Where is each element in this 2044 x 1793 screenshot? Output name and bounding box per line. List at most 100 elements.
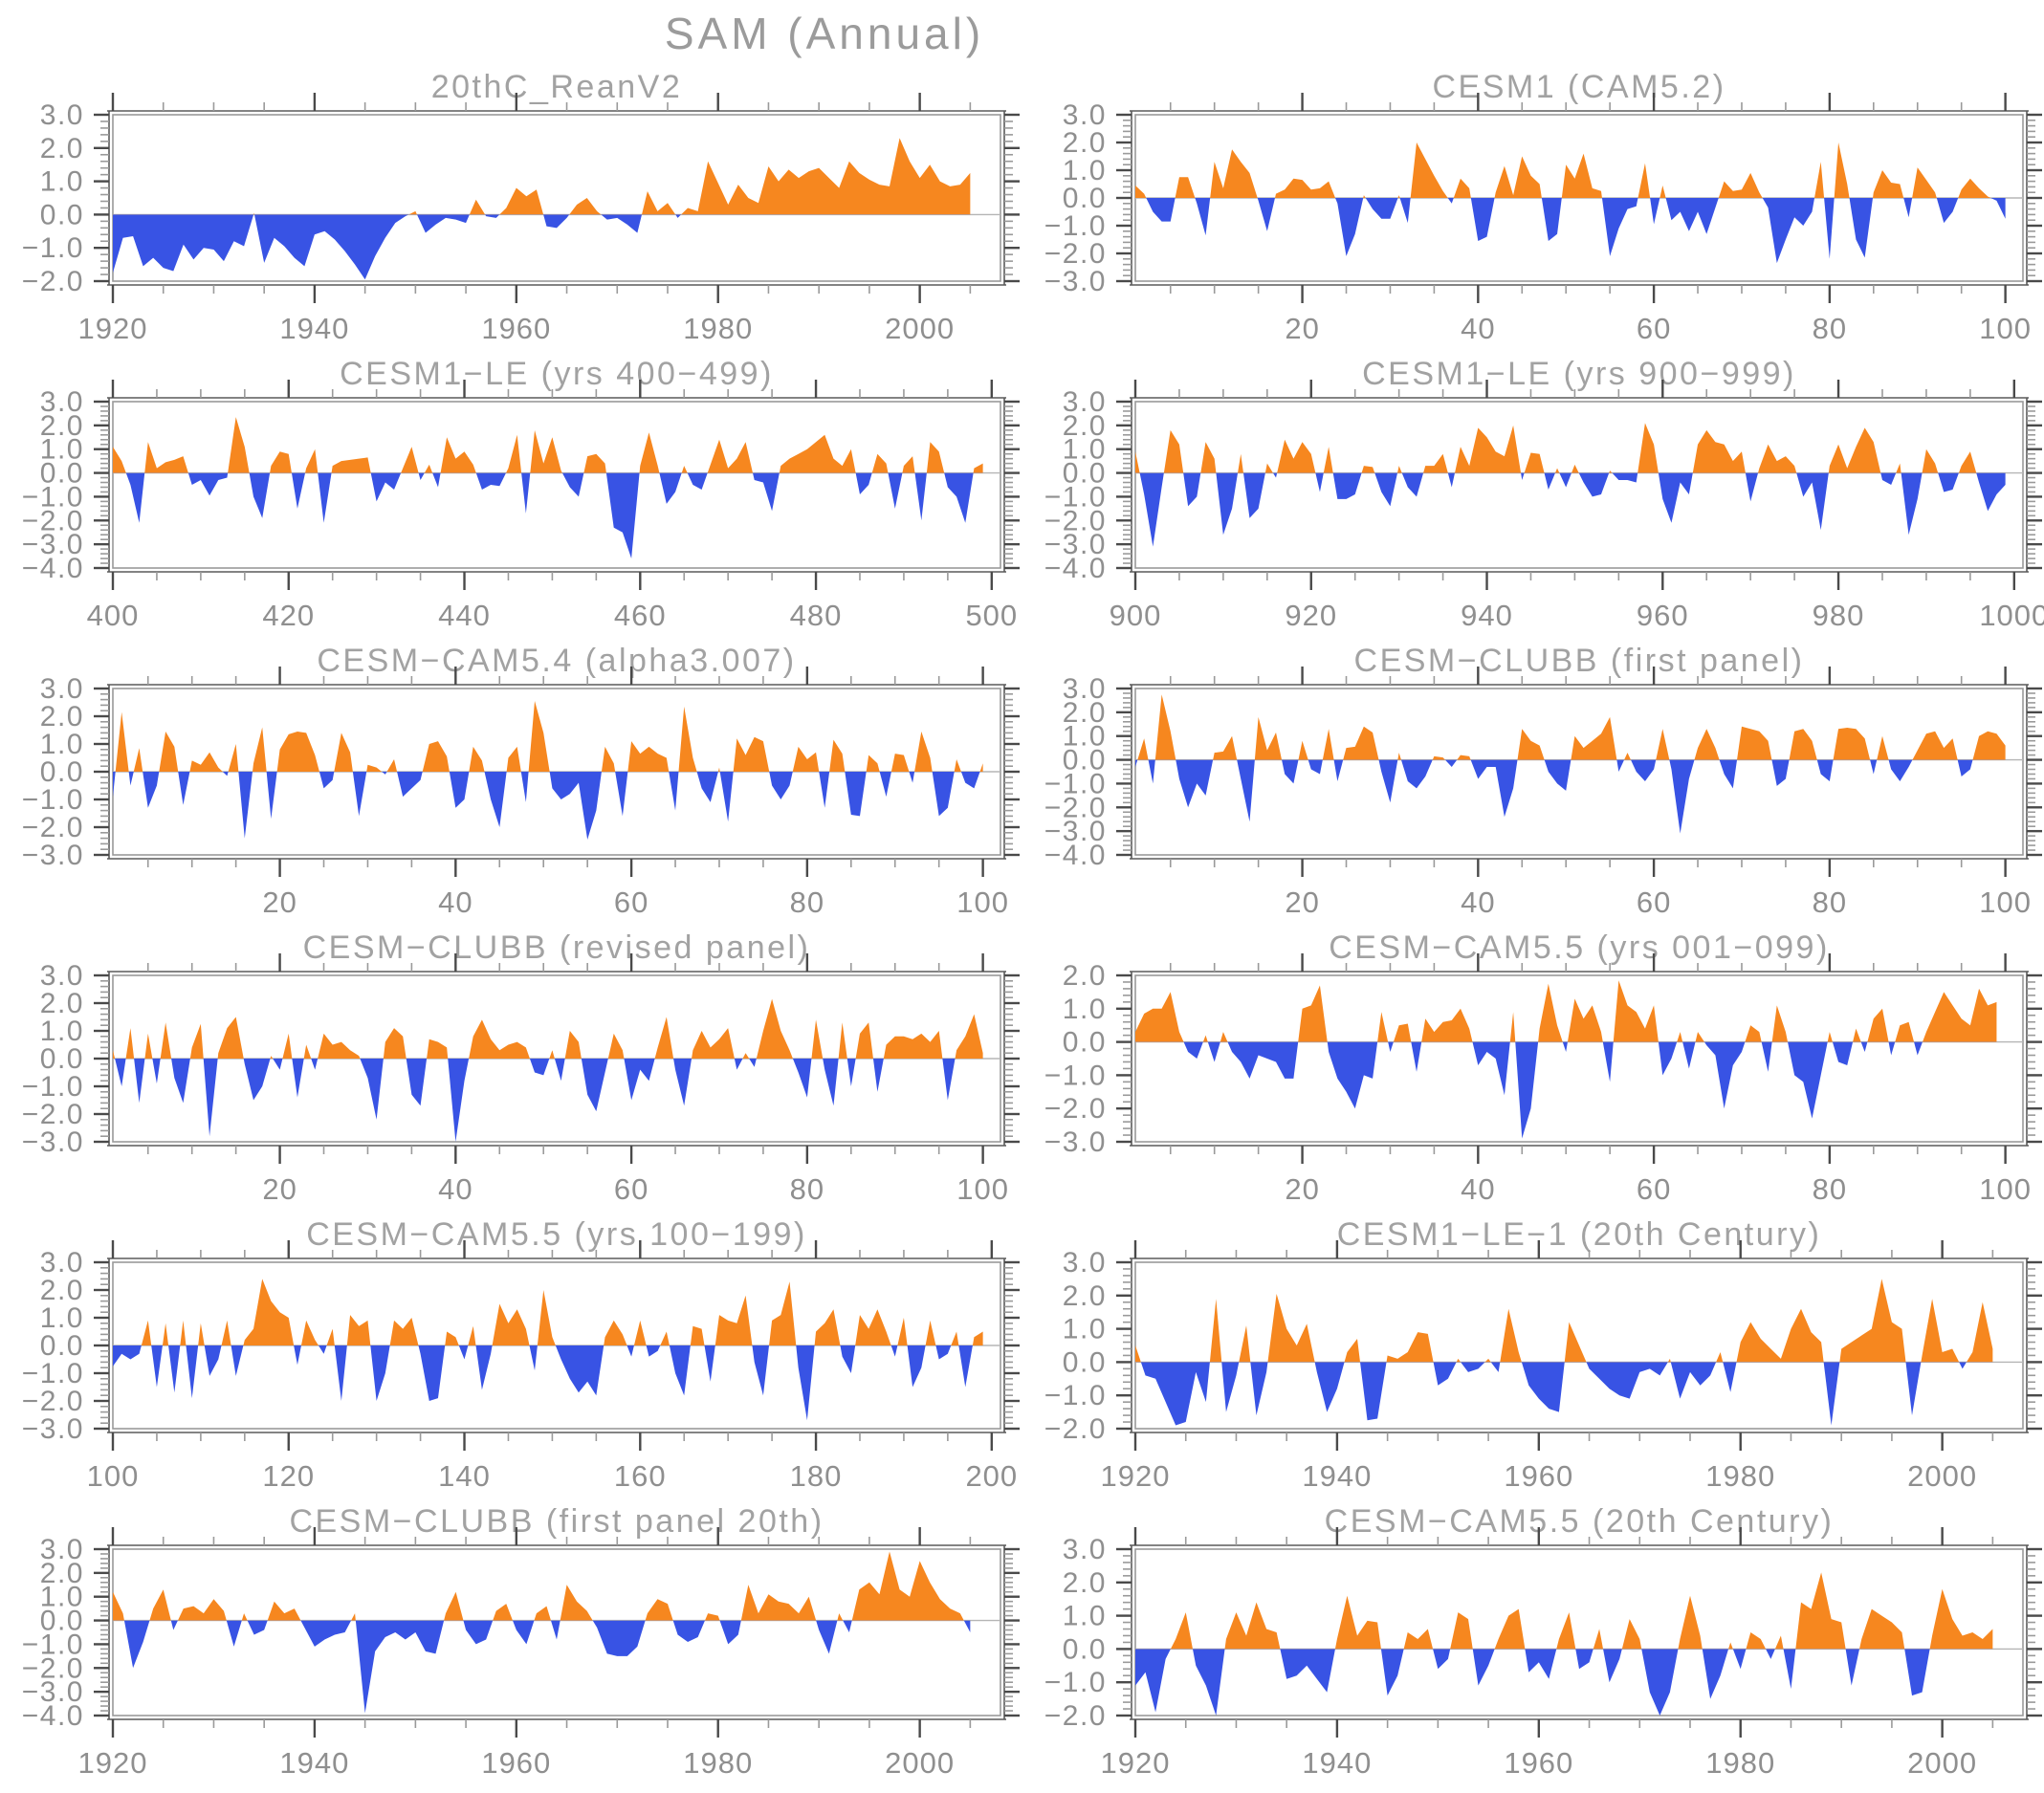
svg-text:1.0: 1.0 bbox=[1063, 155, 1107, 186]
svg-text:1980: 1980 bbox=[683, 312, 753, 345]
svg-text:−4.0: −4.0 bbox=[22, 553, 84, 584]
area-chart: CESM−CLUBB (first panel) 20 40 60 80 100 3.02.… bbox=[1044, 643, 2042, 919]
area-chart: CESM−CAM5.5 (yrs 001−099) 20 40 60 80 100 2.01… bbox=[1044, 929, 2042, 1206]
svg-text:60: 60 bbox=[1637, 312, 1671, 345]
svg-text:120: 120 bbox=[262, 1459, 315, 1493]
svg-text:100: 100 bbox=[1979, 886, 2032, 919]
svg-text:1.0: 1.0 bbox=[40, 1582, 84, 1613]
svg-text:−1.0: −1.0 bbox=[1044, 1380, 1107, 1411]
svg-text:2000: 2000 bbox=[885, 312, 955, 345]
svg-text:1940: 1940 bbox=[1302, 1746, 1372, 1780]
svg-text:60: 60 bbox=[614, 886, 648, 919]
svg-text:20: 20 bbox=[1285, 1172, 1319, 1206]
svg-text:−2.0: −2.0 bbox=[22, 1652, 84, 1684]
svg-text:1.0: 1.0 bbox=[1063, 1314, 1107, 1345]
svg-text:900: 900 bbox=[1110, 599, 1162, 632]
svg-text:−1.0: −1.0 bbox=[1044, 481, 1107, 513]
svg-text:0.0: 0.0 bbox=[40, 199, 84, 230]
svg-text:1940: 1940 bbox=[279, 1746, 349, 1780]
svg-text:100: 100 bbox=[956, 886, 1009, 919]
svg-text:0.0: 0.0 bbox=[40, 756, 84, 788]
svg-text:0.0: 0.0 bbox=[1063, 183, 1107, 214]
svg-text:−1.0: −1.0 bbox=[22, 481, 84, 513]
svg-text:2.0: 2.0 bbox=[1063, 127, 1107, 159]
svg-text:−3.0: −3.0 bbox=[22, 1126, 84, 1158]
svg-text:0.0: 0.0 bbox=[40, 1606, 84, 1637]
svg-text:−3.0: −3.0 bbox=[22, 1413, 84, 1445]
svg-text:1.0: 1.0 bbox=[40, 729, 84, 760]
svg-text:440: 440 bbox=[438, 599, 491, 632]
svg-text:−4.0: −4.0 bbox=[1044, 840, 1107, 871]
svg-text:2.0: 2.0 bbox=[1063, 960, 1107, 992]
svg-text:−2.0: −2.0 bbox=[1044, 792, 1107, 823]
svg-text:CESM−CLUBB (first panel 20th): CESM−CLUBB (first panel 20th) bbox=[289, 1503, 824, 1540]
svg-text:−1.0: −1.0 bbox=[1044, 1667, 1107, 1698]
svg-text:2000: 2000 bbox=[1907, 1459, 1977, 1493]
svg-text:500: 500 bbox=[965, 599, 1018, 632]
svg-text:−2.0: −2.0 bbox=[22, 812, 84, 843]
svg-text:−3.0: −3.0 bbox=[22, 1676, 84, 1708]
svg-text:CESM−CAM5.5 (20th Century): CESM−CAM5.5 (20th Century) bbox=[1325, 1503, 1835, 1540]
svg-text:3.0: 3.0 bbox=[1063, 386, 1107, 418]
svg-text:−2.0: −2.0 bbox=[22, 1386, 84, 1417]
panel-cesm-clubb-first-20th: CESM−CLUBB (first panel 20th) CESM−CLUBB… bbox=[0, 1503, 1022, 1790]
svg-text:CESM1−LE (yrs 400−499): CESM1−LE (yrs 400−499) bbox=[340, 356, 774, 392]
svg-text:20: 20 bbox=[262, 1172, 297, 1206]
svg-text:1.0: 1.0 bbox=[1063, 994, 1107, 1025]
svg-text:80: 80 bbox=[1813, 1172, 1847, 1206]
svg-text:3.0: 3.0 bbox=[40, 960, 84, 992]
svg-text:0.0: 0.0 bbox=[1063, 745, 1107, 776]
svg-text:0.0: 0.0 bbox=[1063, 1346, 1107, 1378]
svg-text:1940: 1940 bbox=[279, 312, 349, 345]
svg-text:0.0: 0.0 bbox=[40, 458, 84, 490]
svg-text:−2.0: −2.0 bbox=[1044, 1700, 1107, 1732]
svg-text:40: 40 bbox=[1461, 312, 1495, 345]
svg-text:3.0: 3.0 bbox=[40, 99, 84, 131]
svg-text:1920: 1920 bbox=[1101, 1746, 1171, 1780]
svg-text:1.0: 1.0 bbox=[40, 1016, 84, 1047]
svg-text:480: 480 bbox=[790, 599, 843, 632]
svg-text:−1.0: −1.0 bbox=[22, 784, 84, 816]
svg-text:3.0: 3.0 bbox=[1063, 1247, 1107, 1279]
panel-cesm1-le-400-499: CESM1−LE (yrs 400−499) CESM1−LE (yrs 400… bbox=[0, 356, 1022, 643]
area-chart: CESM1−LE (yrs 400−499) 400 420 440 460 480 500… bbox=[22, 356, 1020, 632]
svg-text:3.0: 3.0 bbox=[1063, 673, 1107, 705]
svg-text:200: 200 bbox=[965, 1459, 1018, 1493]
svg-text:2000: 2000 bbox=[885, 1746, 955, 1780]
panel-grid: 20thC_ReanV2 20thC_ReanV2 1920 1940 1960 198… bbox=[0, 69, 2044, 1790]
svg-text:2.0: 2.0 bbox=[1063, 1280, 1107, 1312]
svg-text:1960: 1960 bbox=[1504, 1746, 1573, 1780]
svg-text:40: 40 bbox=[1461, 1172, 1495, 1206]
svg-text:40: 40 bbox=[1461, 886, 1495, 919]
svg-text:2.0: 2.0 bbox=[1063, 1567, 1107, 1599]
area-chart: CESM−CLUBB (revised panel) 20 40 60 80 100 3.0… bbox=[22, 929, 1020, 1206]
svg-text:3.0: 3.0 bbox=[40, 1534, 84, 1565]
svg-text:80: 80 bbox=[790, 886, 824, 919]
area-chart: 20thC_ReanV2 1920 1940 1960 1980 2000 3.02.01.… bbox=[22, 69, 1020, 345]
svg-text:−2.0: −2.0 bbox=[22, 266, 84, 297]
svg-text:−2.0: −2.0 bbox=[1044, 1413, 1107, 1445]
area-chart: CESM−CAM5.4 (alpha3.007) 20 40 60 80 100 3.02.… bbox=[22, 643, 1020, 919]
svg-text:1960: 1960 bbox=[481, 312, 551, 345]
svg-text:80: 80 bbox=[1813, 886, 1847, 919]
area-chart: CESM1−LE (yrs 900−999) 900 920 940 960 980 100… bbox=[1044, 356, 2044, 632]
svg-text:180: 180 bbox=[790, 1459, 843, 1493]
svg-text:0.0: 0.0 bbox=[1063, 1027, 1107, 1059]
svg-text:1940: 1940 bbox=[1302, 1459, 1372, 1493]
svg-text:1.0: 1.0 bbox=[1063, 434, 1107, 466]
svg-text:−4.0: −4.0 bbox=[22, 1700, 84, 1732]
svg-text:3.0: 3.0 bbox=[40, 673, 84, 705]
panel-cesm-cam55-001-099: CESM−CAM5.5 (yrs 001−099) CESM−CAM5.5 (y… bbox=[1022, 929, 2044, 1216]
svg-text:20thC_ReanV2: 20thC_ReanV2 bbox=[431, 69, 683, 105]
panel-20thc-reanv2: 20thC_ReanV2 20thC_ReanV2 1920 1940 1960 198… bbox=[0, 69, 1022, 356]
svg-text:0.0: 0.0 bbox=[1063, 1633, 1107, 1665]
svg-text:80: 80 bbox=[790, 1172, 824, 1206]
svg-text:3.0: 3.0 bbox=[40, 1247, 84, 1279]
svg-text:2.0: 2.0 bbox=[1063, 697, 1107, 729]
svg-text:−1.0: −1.0 bbox=[22, 1071, 84, 1103]
svg-text:CESM1−LE−1 (20th Century): CESM1−LE−1 (20th Century) bbox=[1337, 1216, 1822, 1253]
svg-text:1920: 1920 bbox=[1101, 1459, 1171, 1493]
svg-text:3.0: 3.0 bbox=[1063, 99, 1107, 131]
svg-text:−3.0: −3.0 bbox=[1044, 266, 1107, 297]
